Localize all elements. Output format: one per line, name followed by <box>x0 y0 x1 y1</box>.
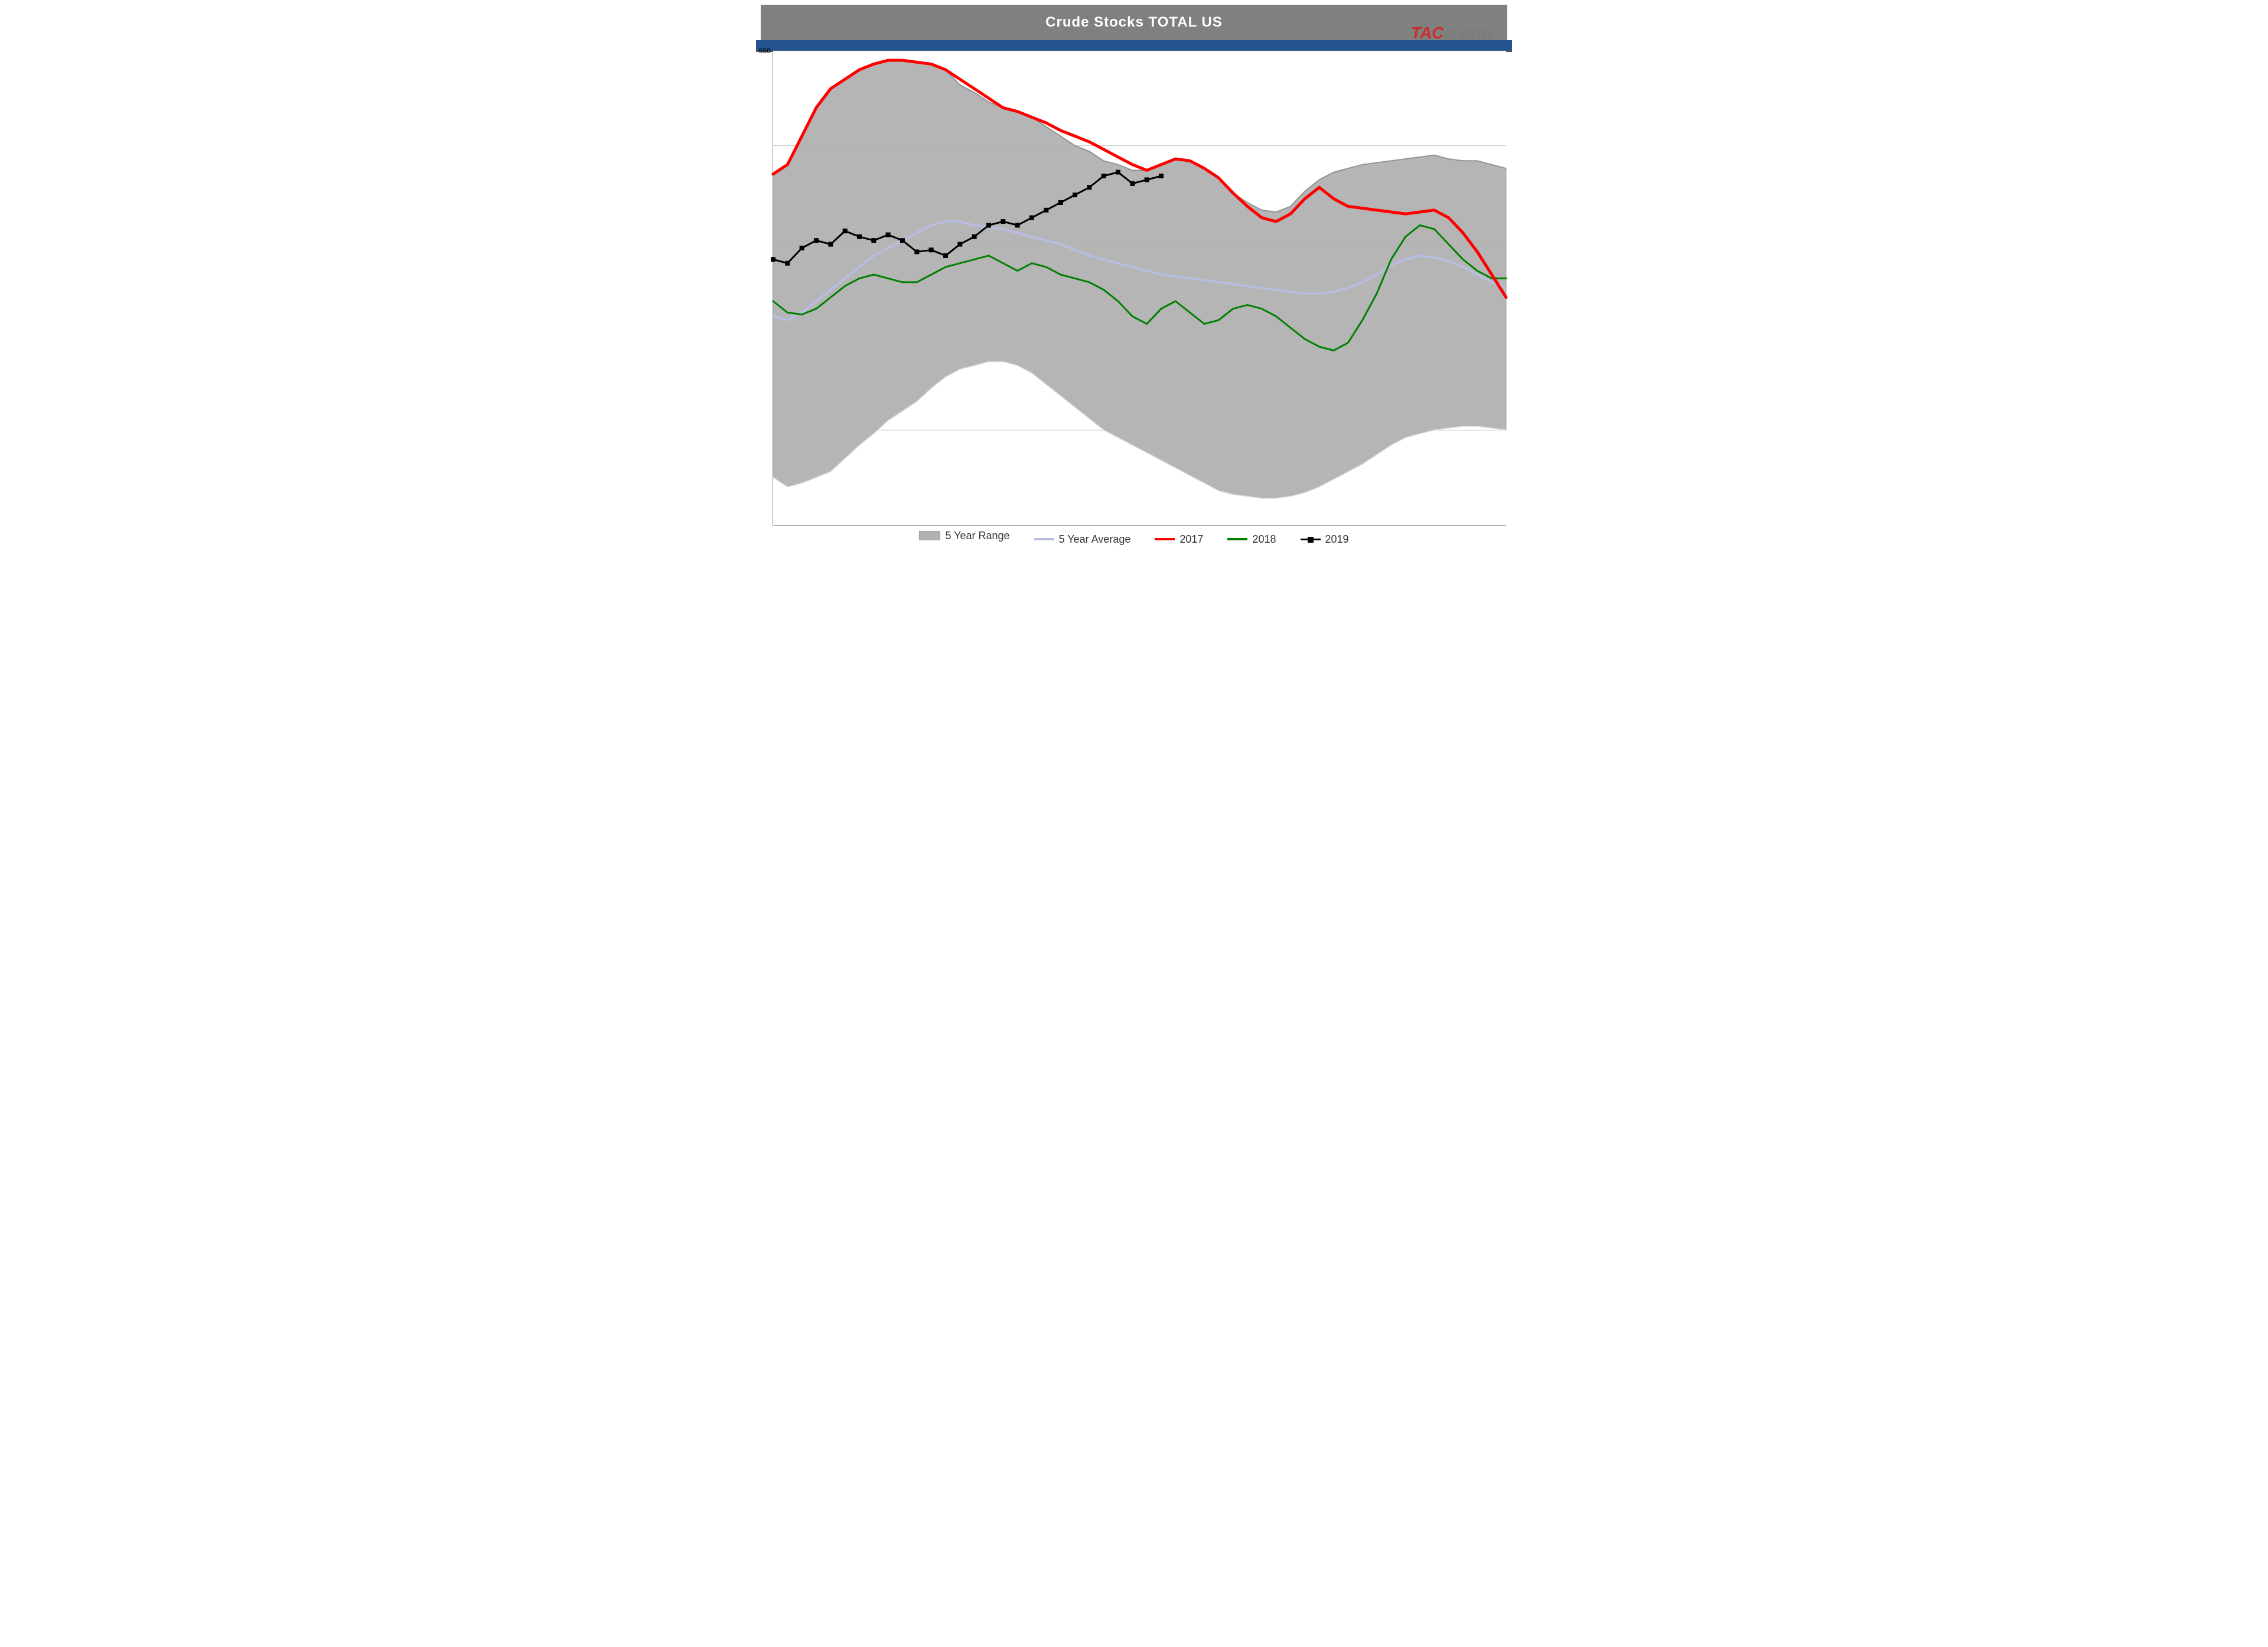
legend-item-2018: 2018 <box>1227 533 1276 546</box>
brand-logo-part2: energy <box>1443 24 1494 42</box>
chart-title-bar: Crude Stocks TOTAL US <box>761 5 1507 40</box>
legend-label-2019: 2019 <box>1325 533 1349 546</box>
legend-item-2017: 2017 <box>1155 533 1203 546</box>
legend-item-avg: 5 Year Average <box>1034 533 1131 546</box>
plot-area: 550 <box>773 51 1506 526</box>
legend-label-2018: 2018 <box>1252 533 1276 546</box>
brand-logo-part1: TAC <box>1411 24 1443 42</box>
legend-item-range: 5 Year Range <box>919 530 1009 542</box>
legend-swatch-2018 <box>1227 538 1247 540</box>
legend-label-avg: 5 Year Average <box>1059 533 1131 546</box>
legend: 5 Year Range 5 Year Average 2017 2018 20… <box>756 530 1512 546</box>
chart-title: Crude Stocks TOTAL US <box>1045 14 1223 31</box>
chart-container: Crude Stocks TOTAL US TACenergy 550 5 Ye… <box>756 0 1512 549</box>
legend-swatch-avg <box>1034 538 1054 540</box>
header-blue-band <box>756 40 1512 52</box>
legend-item-2019: 2019 <box>1301 533 1349 546</box>
legend-swatch-range <box>919 531 940 540</box>
plot-svg: 550 <box>773 51 1506 525</box>
svg-text:550: 550 <box>759 47 771 55</box>
legend-swatch-2017 <box>1155 538 1175 540</box>
legend-swatch-2019 <box>1301 537 1321 543</box>
legend-label-2017: 2017 <box>1179 533 1203 546</box>
legend-label-range: 5 Year Range <box>945 530 1009 542</box>
